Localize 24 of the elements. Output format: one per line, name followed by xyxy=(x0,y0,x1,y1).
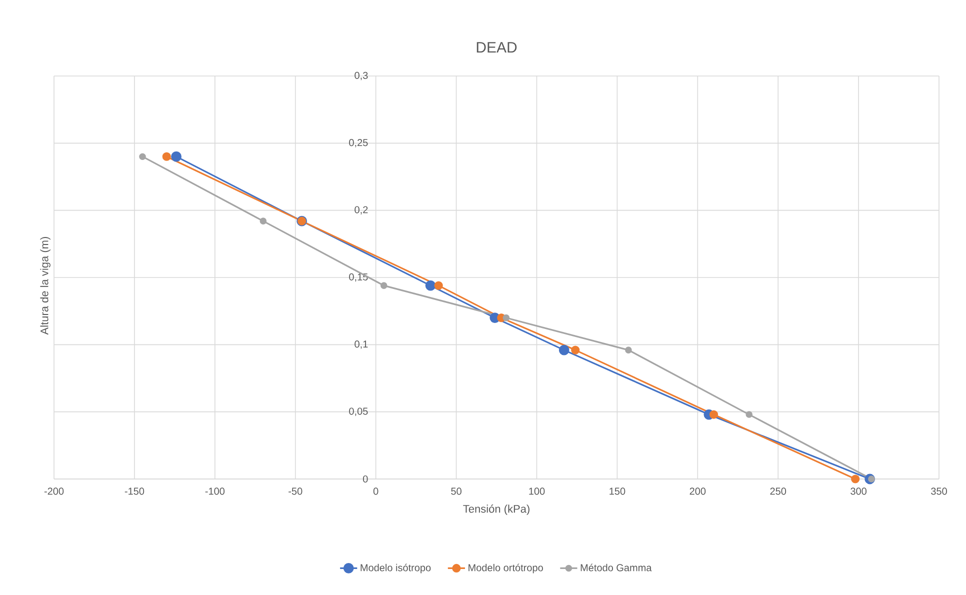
chart-title: DEAD xyxy=(476,42,517,52)
legend-label: Modelo isótropo xyxy=(360,564,431,574)
x-tick-label: -150 xyxy=(124,488,144,495)
x-tick-label: -200 xyxy=(44,488,64,495)
y-tick-label: 0,05 xyxy=(349,408,368,416)
y-tick-label: 0,3 xyxy=(354,72,368,80)
x-tick-label: 300 xyxy=(850,488,867,495)
x-tick-label: 200 xyxy=(690,488,706,495)
x-tick-label: 100 xyxy=(529,488,545,495)
y-tick-label: 0 xyxy=(362,475,368,483)
legend-label: Modelo ortótropo xyxy=(468,564,543,574)
x-axis-title: Tensión (kPa) xyxy=(463,504,530,515)
x-tick-label: 50 xyxy=(451,488,462,495)
y-tick-label: 0,1 xyxy=(354,340,368,349)
x-tick-label: 250 xyxy=(770,488,786,495)
x-tick-label: 350 xyxy=(931,488,947,495)
x-tick-label: 150 xyxy=(610,488,626,495)
legend-label: Método Gamma xyxy=(580,564,652,572)
y-tick-label: 0,2 xyxy=(354,206,368,214)
x-tick-label: -100 xyxy=(205,488,225,495)
y-tick-label: 0,25 xyxy=(349,139,368,148)
x-tick-label: 0 xyxy=(373,488,378,495)
y-axis-title: Altura de la viga (m) xyxy=(40,236,50,335)
x-tick-label: -50 xyxy=(288,488,302,495)
